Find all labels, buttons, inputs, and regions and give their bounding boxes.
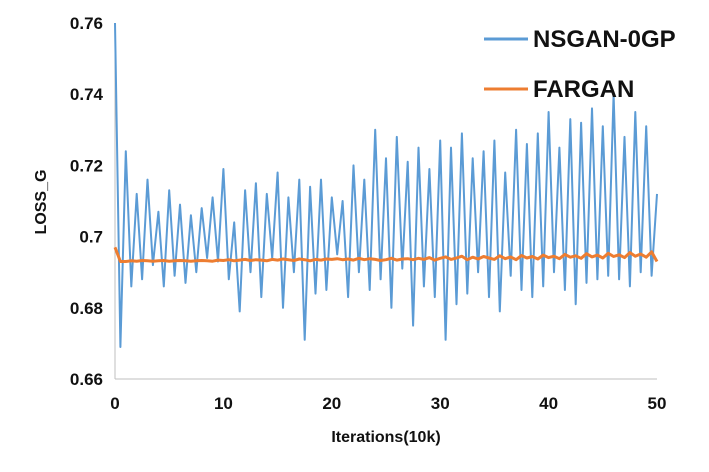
series-line-fargan [113,246,659,263]
y-tick-label: 0.72 [70,156,103,175]
legend-label-nsgan-0gp: NSGAN-0GP [533,26,676,53]
y-tick-label: 0.66 [70,370,103,389]
y-tick-label: 0.74 [70,85,104,104]
y-tick-label: 0.76 [70,14,103,33]
x-axis-title: Iterations(10k) [331,429,440,446]
x-tick-label: 10 [214,394,233,413]
x-tick-label: 40 [539,394,558,413]
x-tick-labels: 0 10 20 30 40 50 [110,394,666,413]
x-tick-label: 20 [322,394,341,413]
x-tick-label: 30 [431,394,450,413]
y-tick-label: 0.7 [79,228,103,247]
x-tick-label: 50 [648,394,667,413]
legend: NSGAN-0GP FARGAN [484,26,676,103]
legend-label-fargan: FARGAN [533,76,634,103]
y-axis-title: LOSS_G [33,170,50,235]
series-layer [113,22,659,348]
y-tick-label: 0.68 [70,299,103,318]
y-tick-labels: 0.66 0.68 0.7 0.72 0.74 0.76 [70,14,104,389]
series-line-nsgan-0gp [114,22,658,348]
x-tick-label: 0 [110,394,119,413]
